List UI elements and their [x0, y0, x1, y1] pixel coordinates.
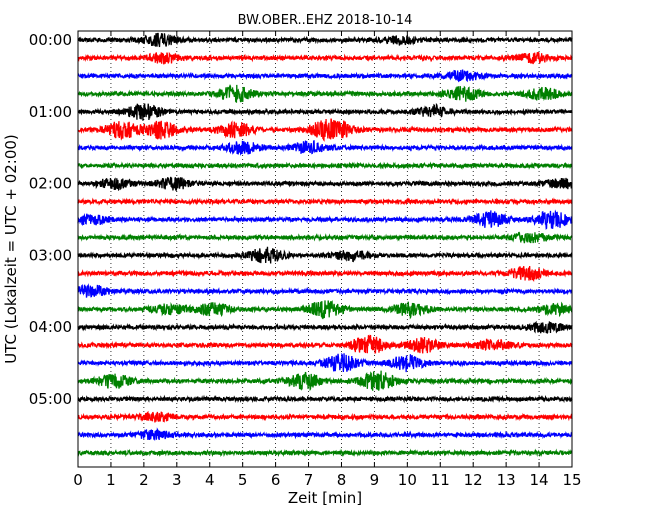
chart-title: BW.OBER..EHZ 2018-10-14	[238, 13, 413, 28]
seismic-trace	[77, 69, 573, 83]
y-axis-label: UTC (Lokalzeit = UTC + 02:00)	[2, 134, 20, 364]
x-tick-label: 11	[431, 471, 450, 489]
seismic-trace	[77, 370, 573, 392]
x-tick-label: 5	[238, 471, 248, 489]
trace-group	[77, 32, 573, 458]
x-tick-label: 9	[370, 471, 380, 489]
y-tick-label: 00:00	[29, 31, 72, 49]
x-tick-label: 10	[398, 471, 417, 489]
seismic-trace	[77, 140, 573, 156]
x-tick-label: 12	[464, 471, 483, 489]
x-tick-label: 6	[271, 471, 281, 489]
x-tick-label: 2	[139, 471, 149, 489]
x-tick-label: 14	[530, 471, 549, 489]
seismic-trace	[77, 352, 573, 373]
seismic-trace	[77, 246, 573, 264]
seismic-trace	[77, 84, 573, 103]
seismic-trace	[77, 427, 573, 442]
x-tick-label: 3	[172, 471, 182, 489]
seismic-trace	[77, 283, 573, 298]
y-tick-label: 05:00	[29, 390, 72, 408]
x-tick-label: 13	[497, 471, 516, 489]
y-axis-ticks: 00:00 01:00 02:00 03:00 04:00 05:00	[29, 31, 572, 408]
x-tick-label: 0	[73, 471, 83, 489]
seismic-trace	[77, 448, 573, 458]
x-tick-label: 15	[562, 471, 581, 489]
y-tick-label: 01:00	[29, 103, 72, 121]
seismic-trace	[77, 118, 573, 142]
x-tick-label: 7	[304, 471, 314, 489]
seismic-trace	[77, 266, 573, 282]
x-axis-ticks: 0 1 2 3 4 5 6 7 8 9 10 11 12 13 14 15	[73, 31, 582, 489]
seismic-trace	[77, 334, 573, 354]
seismic-trace	[77, 161, 573, 170]
seismic-trace	[77, 231, 573, 244]
x-tick-label: 8	[337, 471, 347, 489]
y-tick-label: 03:00	[29, 246, 72, 264]
seismic-trace	[77, 51, 573, 65]
x-tick-label: 4	[205, 471, 215, 489]
seismic-trace	[77, 209, 573, 230]
plot-frame	[77, 30, 573, 468]
seismic-trace	[77, 320, 573, 334]
seismic-trace	[77, 102, 573, 121]
seismic-trace	[77, 197, 573, 207]
seismic-trace	[77, 176, 573, 192]
x-tick-label: 1	[106, 471, 116, 489]
seismic-trace	[77, 410, 573, 423]
x-axis-label: Zeit [min]	[288, 489, 362, 507]
grid-lines	[110, 31, 540, 467]
y-tick-label: 02:00	[29, 175, 72, 193]
seismic-trace	[77, 300, 573, 320]
seismic-trace	[77, 394, 573, 404]
seismic-trace	[77, 32, 573, 48]
y-tick-label: 04:00	[29, 318, 72, 336]
